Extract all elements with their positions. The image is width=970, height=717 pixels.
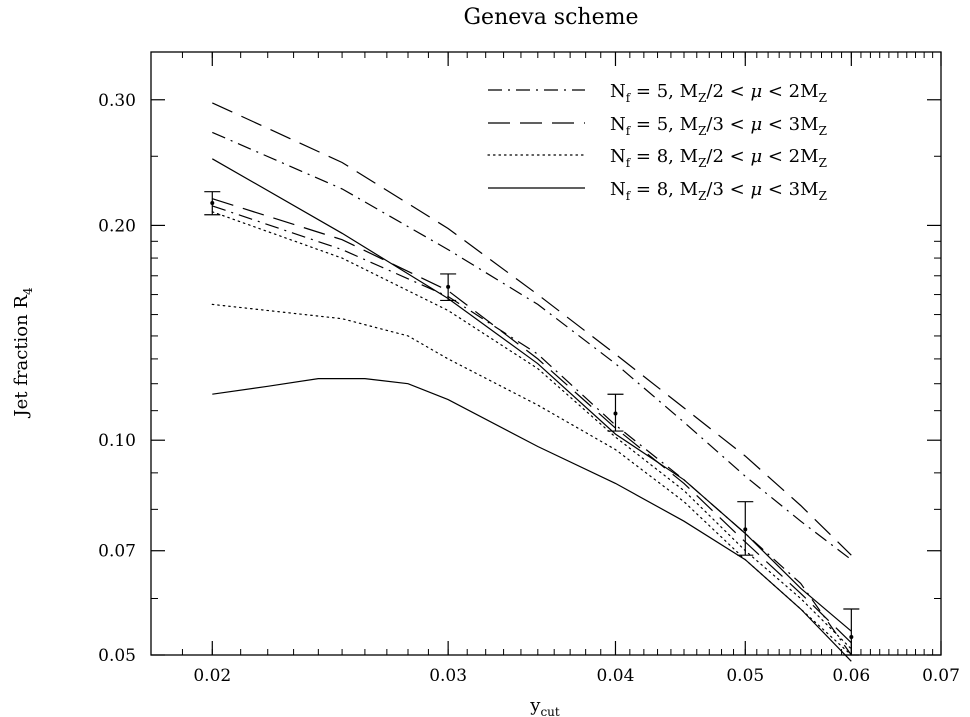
y-axis-label-main: Jet fraction R — [11, 295, 32, 419]
legend-mu: μ — [750, 146, 762, 167]
x-tick-label: 0.04 — [597, 666, 635, 686]
x-tick-label: 0.07 — [922, 666, 960, 686]
legend-label: Nf = 8, MZ/2 < μ < 2MZ — [610, 146, 827, 170]
tick-labels: 0.02 0.03 0.04 0.05 0.06 0.07 0.05 0.07 0.10 0.20… — [98, 91, 960, 686]
data-point — [210, 201, 215, 206]
y-tick-label: 0.05 — [98, 646, 136, 666]
data-points-layer — [204, 191, 860, 656]
chart-title: Geneva scheme — [463, 5, 638, 30]
legend-m-2: M — [800, 179, 818, 200]
legend-mz-sub-2: Z — [819, 189, 827, 203]
y-tick-label: 0.07 — [98, 542, 136, 562]
x-tick-label: 0.02 — [193, 666, 231, 686]
legend-m-2: M — [800, 114, 818, 135]
x-tick-label: 0.03 — [429, 666, 467, 686]
legend-label: Nf = 8, MZ/3 < μ < 3MZ — [610, 179, 827, 203]
legend-m: M — [680, 146, 698, 167]
legend-lower-bound: /3 < — [706, 114, 750, 135]
legend-nf-value: = 8, — [630, 146, 679, 167]
plot-frame — [150, 51, 942, 656]
legend-m: M — [680, 114, 698, 135]
legend-lower-bound: /2 < — [706, 81, 750, 102]
data-point — [613, 411, 618, 416]
data-point — [849, 634, 854, 639]
series-line-dash-dot-upper — [212, 131, 852, 561]
legend-mz-sub: Z — [698, 124, 706, 138]
legend-label: Nf = 5, MZ/3 < μ < 3MZ — [610, 114, 827, 138]
x-tick-label: 0.06 — [832, 666, 870, 686]
y-axis-label: Jet fraction R4 — [11, 287, 35, 419]
legend-m-2: M — [800, 146, 818, 167]
series-line-dashed-upper — [212, 102, 852, 556]
y-tick-label: 0.10 — [98, 431, 136, 451]
legend-mz-sub: Z — [698, 91, 706, 105]
legend-mz-sub: Z — [698, 156, 706, 170]
x-axis-label-sub: cut — [540, 705, 559, 717]
series-line-solid-upper — [212, 158, 852, 632]
legend-mz-sub-2: Z — [819, 156, 827, 170]
y-tick-label: 0.30 — [98, 91, 136, 111]
tick-marks — [151, 51, 942, 656]
y-axis-label-sub: 4 — [21, 287, 35, 295]
legend-upper-bound: < 3 — [762, 179, 800, 200]
legend-n: N — [610, 146, 626, 167]
legend-n: N — [610, 114, 626, 135]
x-tick-label: 0.05 — [726, 666, 764, 686]
data-point — [446, 284, 451, 289]
legend-mu: μ — [750, 114, 762, 135]
data-point — [743, 527, 748, 532]
legend-lower-bound: /3 < — [706, 179, 750, 200]
legend-m: M — [680, 179, 698, 200]
legend-mu: μ — [750, 179, 762, 200]
series-line-dash-dot-lower — [212, 205, 852, 656]
legend-nf-value: = 5, — [630, 114, 679, 135]
legend-label: Nf = 5, MZ/2 < μ < 2MZ — [610, 81, 827, 105]
legend-upper-bound: < 2 — [762, 146, 800, 167]
legend-n-sub: f — [626, 156, 632, 170]
series-line-dashed-lower — [212, 198, 852, 644]
legend-mz-sub-2: Z — [819, 124, 827, 138]
legend-n-sub: f — [626, 124, 632, 138]
legend-n-sub: f — [626, 91, 632, 105]
y-tick-label: 0.20 — [98, 216, 136, 236]
legend-mz-sub: Z — [698, 189, 706, 203]
legend-upper-bound: < 3 — [762, 114, 800, 135]
legend-nf-value: = 5, — [630, 81, 679, 102]
legend-lower-bound: /2 < — [706, 146, 750, 167]
legend-nf-value: = 8, — [630, 179, 679, 200]
x-axis-label: ycut — [529, 695, 560, 717]
legend-upper-bound: < 2 — [762, 81, 800, 102]
legend-mu: μ — [750, 81, 762, 102]
legend-n: N — [610, 81, 626, 102]
series-line-solid-lower — [212, 378, 852, 662]
legend-mz-sub-2: Z — [819, 91, 827, 105]
x-axis-label-main: y — [529, 695, 541, 716]
legend-n: N — [610, 179, 626, 200]
legend-n-sub: f — [626, 189, 632, 203]
series-layer — [211, 102, 852, 662]
series-line-dotted-lower — [211, 303, 852, 656]
series-line-dotted-upper — [211, 211, 852, 650]
legend-m: M — [680, 81, 698, 102]
legend-m-2: M — [800, 81, 818, 102]
